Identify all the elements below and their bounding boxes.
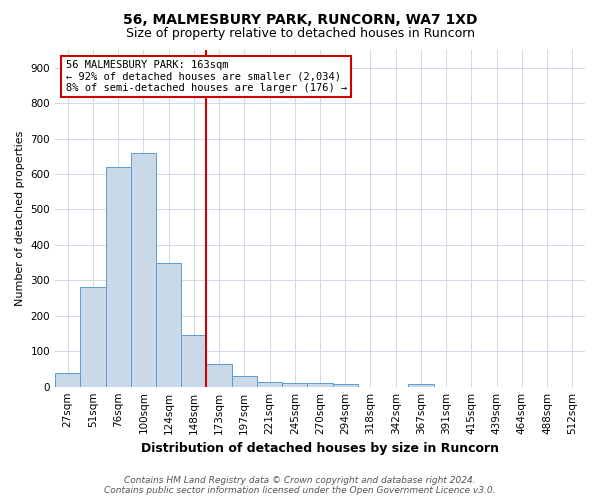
Bar — [409, 384, 434, 386]
Text: Size of property relative to detached houses in Runcorn: Size of property relative to detached ho… — [125, 28, 475, 40]
Bar — [206, 364, 232, 386]
Bar — [181, 336, 206, 386]
Text: 56 MALMESBURY PARK: 163sqm
← 92% of detached houses are smaller (2,034)
8% of se: 56 MALMESBURY PARK: 163sqm ← 92% of deta… — [65, 60, 347, 94]
Bar — [80, 288, 106, 386]
Bar — [307, 383, 332, 386]
Bar — [106, 167, 131, 386]
Bar — [156, 262, 181, 386]
Bar — [55, 372, 80, 386]
Bar — [131, 153, 156, 386]
X-axis label: Distribution of detached houses by size in Runcorn: Distribution of detached houses by size … — [141, 442, 499, 455]
Bar — [282, 383, 307, 386]
Text: Contains HM Land Registry data © Crown copyright and database right 2024.
Contai: Contains HM Land Registry data © Crown c… — [104, 476, 496, 495]
Bar — [332, 384, 358, 386]
Y-axis label: Number of detached properties: Number of detached properties — [15, 130, 25, 306]
Bar — [257, 382, 282, 386]
Text: 56, MALMESBURY PARK, RUNCORN, WA7 1XD: 56, MALMESBURY PARK, RUNCORN, WA7 1XD — [123, 12, 477, 26]
Bar — [232, 376, 257, 386]
